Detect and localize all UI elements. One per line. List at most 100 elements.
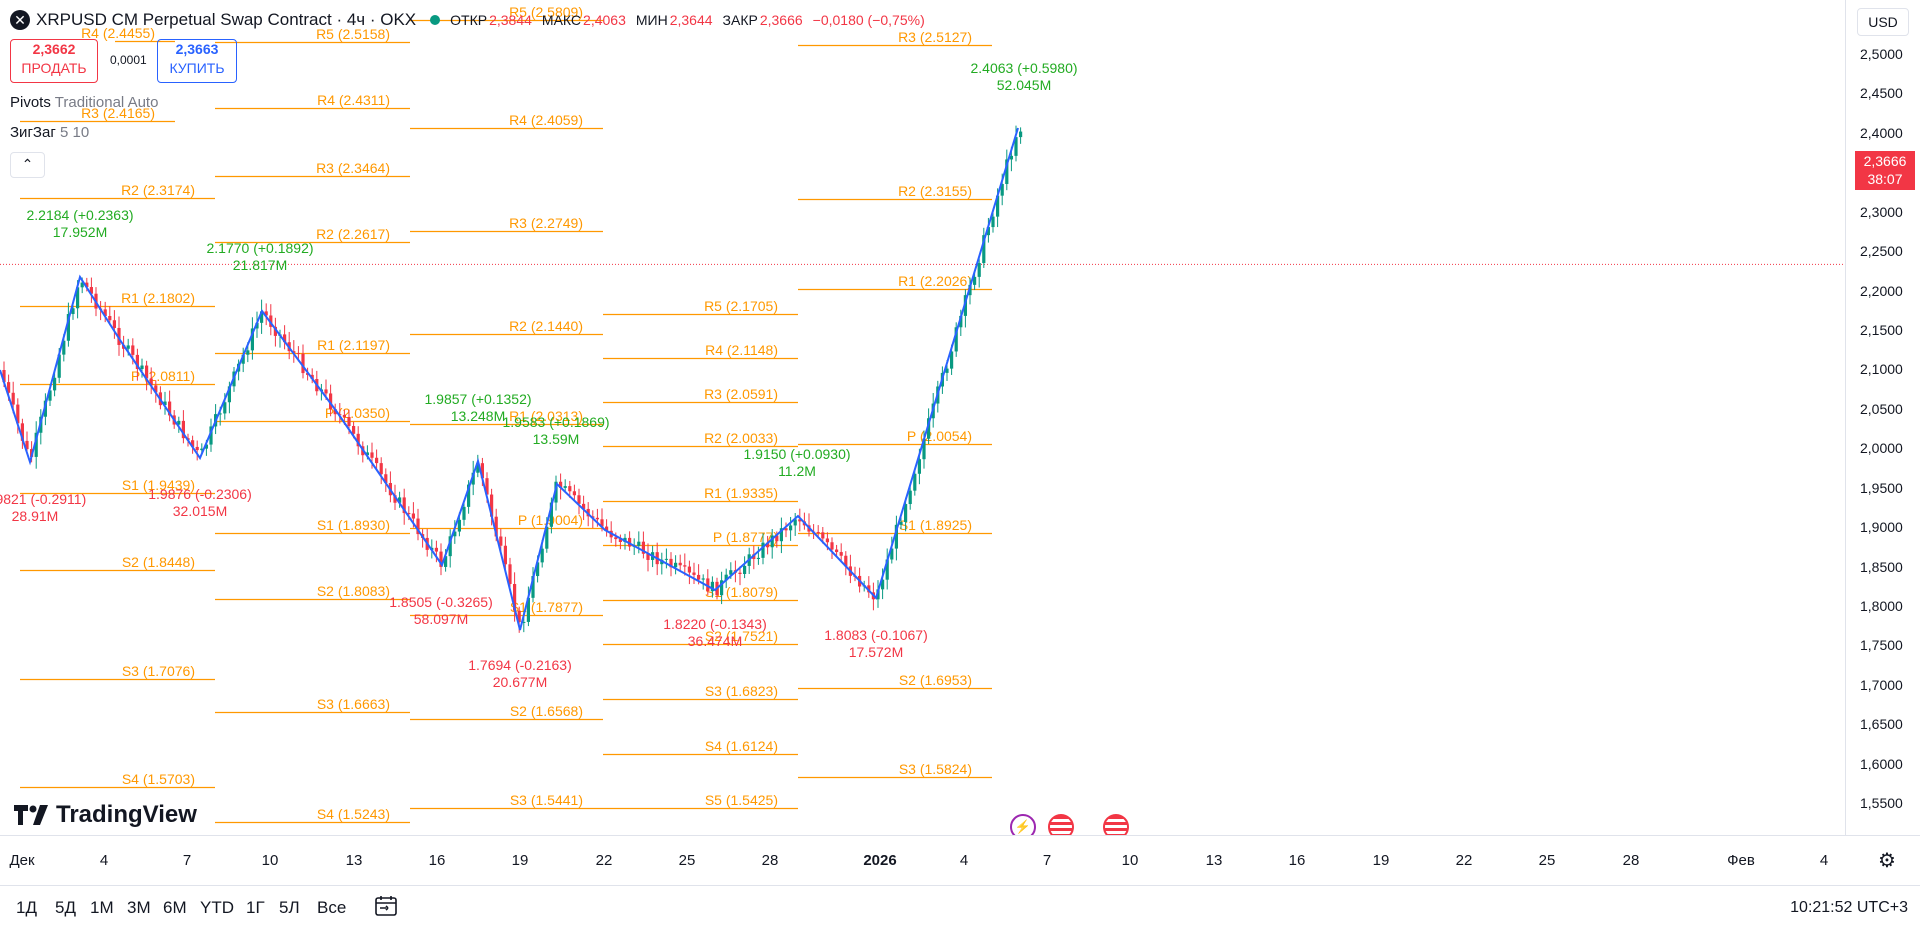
candle-body: [57, 354, 61, 378]
price-tick: 1,6000: [1860, 755, 1903, 772]
candle-body: [572, 491, 576, 496]
event-icons: ⚡: [1010, 814, 1130, 835]
candle-body: [637, 541, 641, 546]
price-tick: 2,0000: [1860, 440, 1903, 457]
symbol-logo-icon[interactable]: ✕: [10, 10, 30, 30]
time-tick: 19: [1372, 852, 1390, 869]
clock-timezone[interactable]: 10:21:52 UTC+3: [1790, 899, 1908, 916]
collapse-legend-button[interactable]: ⌃: [10, 152, 45, 178]
range-button[interactable]: 1Д: [16, 898, 37, 917]
candle-body: [904, 504, 908, 523]
candle-body: [471, 472, 475, 485]
pivot-label: S3 (1.6663): [317, 696, 390, 712]
price-scale[interactable]: 2,50002,45002,40002,35002,30002,25002,20…: [1845, 0, 1920, 835]
candle-body: [7, 382, 11, 393]
candle-body: [324, 389, 328, 394]
time-tick: 10: [1121, 852, 1139, 869]
candle-body: [209, 426, 213, 445]
price-tick: 2,5000: [1860, 46, 1903, 62]
time-tick: 10: [261, 852, 279, 869]
time-tick: 19: [511, 852, 529, 869]
pivots-legend[interactable]: Pivots Traditional Auto: [10, 94, 158, 111]
candle-body: [439, 551, 443, 567]
range-button[interactable]: 3М: [127, 898, 151, 917]
candle-body: [1005, 159, 1009, 184]
zigzag-price-label: 2.1770 (+0.1892): [206, 240, 313, 256]
sell-button[interactable]: 2,3662 ПРОДАТЬ: [10, 39, 98, 83]
high-value: 2,4063: [583, 12, 626, 28]
time-tick: 25: [1538, 852, 1556, 869]
pivot-label: R2 (2.3174): [121, 182, 195, 198]
candle-body: [135, 354, 139, 369]
zigzag-price-label: 1.9876 (-0.2306): [148, 486, 252, 502]
candle-body: [821, 532, 825, 539]
zigzag-legend[interactable]: ЗигЗаг 5 10: [10, 124, 89, 141]
range-button[interactable]: 1М: [90, 898, 114, 917]
candle-body: [913, 473, 917, 491]
candle-body: [163, 401, 167, 406]
candle-body: [628, 537, 632, 547]
calendar-range-icon[interactable]: [374, 894, 398, 918]
market-status-dot: [430, 15, 441, 25]
zigzag-volume-label: 17.952M: [53, 224, 107, 240]
candle-body: [973, 276, 977, 285]
range-button[interactable]: YTD: [200, 898, 234, 917]
us-flag-event-icon[interactable]: [1103, 814, 1129, 835]
candle-body: [145, 365, 149, 379]
range-button[interactable]: Все: [317, 898, 347, 917]
buy-label: КУПИТЬ: [169, 60, 225, 76]
zigzag-params: 5 10: [59, 124, 90, 141]
close-label: ЗАКР: [722, 12, 758, 28]
candle-body: [108, 316, 112, 321]
range-button[interactable]: 5Д: [55, 898, 76, 917]
us-flag-event-icon[interactable]: [1048, 814, 1074, 835]
symbol-title[interactable]: XRPUSD CM Perpetual Swap Contract · 4ч ·…: [36, 10, 417, 29]
lightning-event-icon[interactable]: ⚡: [1010, 814, 1036, 835]
candle-body: [825, 538, 829, 543]
price-tick: 1,5500: [1860, 795, 1903, 812]
candle-body: [986, 227, 990, 236]
time-scale[interactable]: Дек 4 7 10 13 16 19 22 25 28 2026 4 7 10 13 16 19 22 25 28 Ф…: [0, 835, 1920, 886]
range-button[interactable]: 5Л: [279, 898, 300, 917]
candle-body: [365, 452, 369, 456]
range-button[interactable]: 1Г: [246, 898, 265, 917]
pivot-label: R1 (2.0313): [509, 408, 583, 424]
pivot-label: S2 (1.8448): [122, 554, 195, 570]
buy-price: 2,3663: [175, 41, 219, 57]
candle-body: [595, 517, 599, 520]
candle-body: [798, 519, 802, 522]
last-price-value: 2,3666: [1863, 153, 1907, 169]
chart-canvas[interactable]: R4 (2.4455) R3 (2.4165) R2 (2.3174) R1 (2.1…: [0, 0, 1845, 835]
gear-icon[interactable]: ⚙: [1878, 850, 1896, 872]
currency-selector[interactable]: USD: [1857, 8, 1909, 36]
candle-body: [204, 444, 208, 449]
tradingview-watermark[interactable]: TradingView: [14, 801, 197, 829]
chart-area[interactable]: R4 (2.4455) R3 (2.4165) R2 (2.3174) R1 (2.1…: [0, 0, 1845, 835]
candle-body: [453, 531, 457, 537]
zigzag-name: ЗигЗаг: [10, 124, 56, 141]
candle-body: [85, 282, 89, 288]
pivot-label: S1 (1.7877): [510, 599, 583, 615]
zigzag-volume-label: 13.248M: [451, 408, 505, 424]
candle-body: [508, 564, 512, 584]
zigzag-volume-label: 52.045M: [997, 77, 1051, 93]
buy-button[interactable]: 2,3663 КУПИТЬ: [157, 39, 237, 83]
candle-body: [411, 513, 415, 519]
candle-body: [16, 404, 20, 424]
candle-body: [954, 327, 958, 352]
candle-body: [168, 401, 172, 416]
bottom-toolbar: 1Д 5Д 1М 3М 6М YTD 1Г 5Л Все 10:21:52 UTC+3: [0, 885, 1920, 931]
pivot-label: S3 (1.7076): [122, 663, 195, 679]
pivot-label: R2 (2.3155): [898, 183, 972, 199]
change-value: −0,0180 (−0,75%): [812, 12, 925, 28]
range-button[interactable]: 6М: [163, 898, 187, 917]
zigzag-price-label: 1.8220 (-0.1343): [663, 616, 767, 632]
candle-body: [513, 583, 517, 611]
price-tick: 2,4000: [1860, 124, 1903, 141]
pivot-label: P (2.0054): [907, 428, 972, 444]
candle-body: [2, 370, 6, 383]
zigzag-volume-label: 28.91M: [12, 508, 59, 524]
candle-body: [720, 580, 724, 596]
zigzag-price-label: 2.2184 (+0.2363): [26, 207, 133, 223]
price-tick: 1,9000: [1860, 519, 1903, 536]
